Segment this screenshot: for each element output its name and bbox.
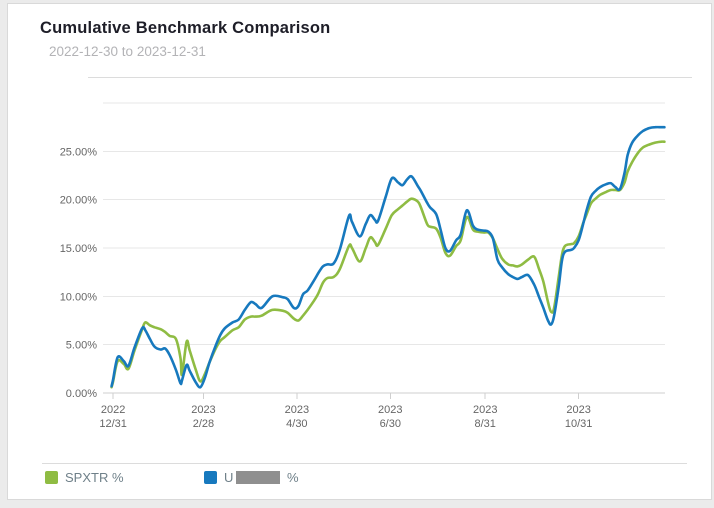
date-range-subtitle: 2022-12-30 to 2023-12-31 [49,44,206,59]
chart-legend: SPXTR % U % [8,470,713,488]
chart-card: Cumulative Benchmark Comparison 2022-12-… [7,3,712,500]
page-title: Cumulative Benchmark Comparison [40,19,331,37]
legend-swatch-spxtr [45,471,58,484]
plot-area[interactable] [110,125,666,389]
legend-label-spxtr: SPXTR % [65,470,124,485]
redacted-account-name [236,471,281,484]
series-line-spxtr[interactable] [110,140,666,389]
series-line-u-account[interactable] [110,125,666,389]
legend-label-u-account: U % [224,470,299,485]
header-divider [88,77,692,78]
legend-item-spxtr[interactable]: SPXTR % [45,470,124,485]
legend-divider [42,463,687,464]
legend-item-u-account[interactable]: U % [204,470,299,485]
legend-swatch-u-account [204,471,217,484]
